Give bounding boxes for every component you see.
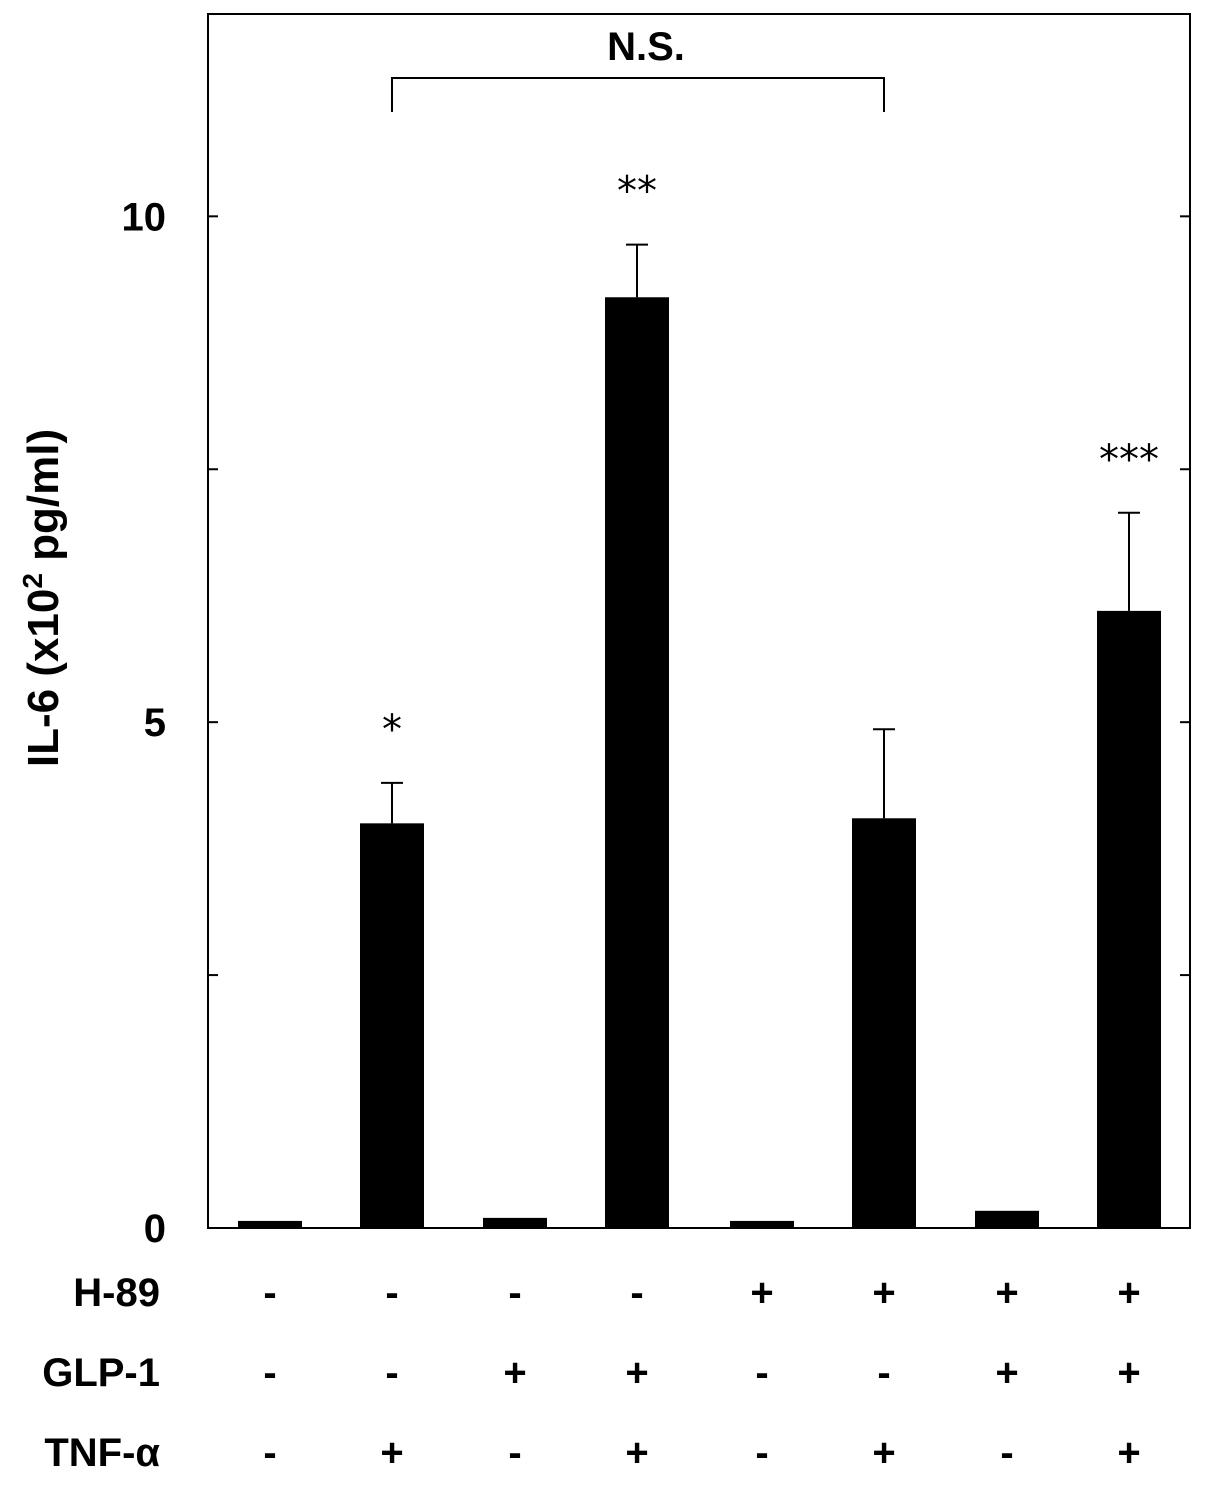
bar-4 xyxy=(605,297,669,1228)
bar-2 xyxy=(360,823,424,1228)
condition-sign: - xyxy=(263,1351,276,1395)
condition-sign: + xyxy=(872,1431,895,1475)
conditions-table: H-89 - - - - + + + + GLP-1 - - + + - - + + TNF-α - + - + - + - + xyxy=(42,1271,1140,1475)
condition-sign: + xyxy=(750,1271,773,1315)
condition-label-1: H-89 xyxy=(73,1271,160,1315)
bar-3 xyxy=(483,1217,547,1228)
condition-sign: - xyxy=(877,1351,890,1395)
condition-sign: - xyxy=(1000,1431,1013,1475)
bar-6 xyxy=(852,818,916,1228)
condition-sign: - xyxy=(755,1431,768,1475)
condition-sign: + xyxy=(872,1271,895,1315)
condition-sign: + xyxy=(625,1431,648,1475)
axis-ticks-layer: 0 5 10 xyxy=(122,195,1190,1251)
y-tick-label-0: 0 xyxy=(144,1207,166,1251)
significance-marker-8: *** xyxy=(1099,437,1159,483)
condition-sign: + xyxy=(995,1271,1018,1315)
condition-sign: - xyxy=(263,1271,276,1315)
bracket-layer: N.S. xyxy=(391,25,885,112)
y-tick-label-10: 10 xyxy=(122,195,167,239)
bar-5 xyxy=(730,1220,794,1228)
condition-sign: - xyxy=(630,1271,643,1315)
condition-label-2: GLP-1 xyxy=(42,1351,160,1395)
condition-sign: + xyxy=(1117,1351,1140,1395)
y-tick-label-5: 5 xyxy=(144,701,166,745)
condition-sign: - xyxy=(755,1351,768,1395)
plot-frame xyxy=(207,13,1191,1229)
condition-sign: - xyxy=(508,1271,521,1315)
significance-marker-2: * xyxy=(382,707,402,753)
condition-sign: + xyxy=(503,1351,526,1395)
condition-sign: + xyxy=(380,1431,403,1475)
condition-sign: - xyxy=(263,1431,276,1475)
ns-bracket xyxy=(391,77,885,112)
bar-8 xyxy=(1097,610,1161,1228)
ns-label: N.S. xyxy=(607,25,685,69)
significance-layer: ****** xyxy=(382,169,1159,753)
condition-sign: - xyxy=(385,1271,398,1315)
bar-1 xyxy=(238,1220,302,1228)
condition-label-3: TNF-α xyxy=(44,1431,160,1475)
significance-marker-4: ** xyxy=(617,169,657,215)
condition-sign: - xyxy=(508,1431,521,1475)
y-axis-label: IL-6 (x102 pg/ml) xyxy=(17,429,68,767)
condition-sign: - xyxy=(385,1351,398,1395)
condition-sign: + xyxy=(995,1351,1018,1395)
condition-sign: + xyxy=(1117,1431,1140,1475)
error-bars-layer xyxy=(381,243,1140,824)
bar-7 xyxy=(975,1210,1039,1228)
condition-sign: + xyxy=(625,1351,648,1395)
condition-sign: + xyxy=(1117,1271,1140,1315)
bars-layer xyxy=(238,297,1161,1228)
